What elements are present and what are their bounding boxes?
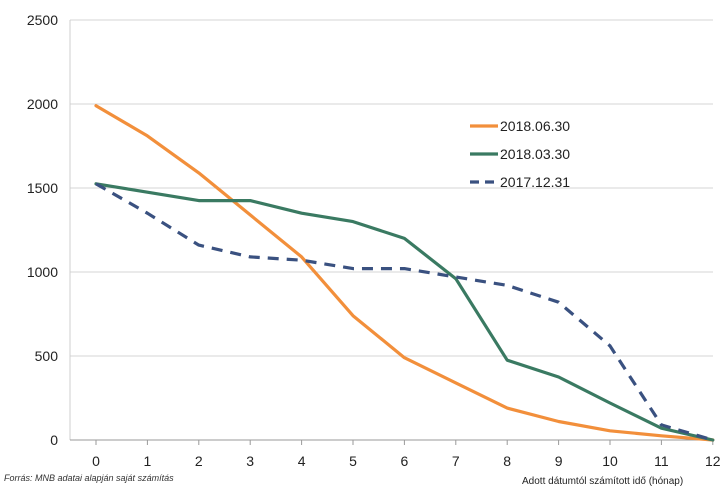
- y-tick-label: 2000: [27, 96, 58, 112]
- x-tick-label: 6: [401, 453, 409, 469]
- y-tick-label: 1500: [27, 180, 58, 196]
- source-note: Forrás: MNB adatai alapján saját számítá…: [4, 473, 174, 483]
- y-tick-label: 1000: [27, 264, 58, 280]
- x-tick-label: 7: [452, 453, 460, 469]
- legend-label: 2018.06.30: [500, 118, 570, 134]
- x-tick-label: 1: [144, 453, 152, 469]
- series-line-2018.06.30: [94, 104, 715, 442]
- y-tick-label: 500: [35, 348, 59, 364]
- x-axis: 0 1 2 3 4 5 6 7 8 9 10 11 12: [70, 439, 721, 469]
- legend: 2018.06.30 2018.03.30 2017.12.31: [470, 118, 570, 190]
- y-tick-label: 2500: [27, 12, 58, 28]
- x-tick-label: 4: [298, 453, 306, 469]
- x-tick-label: 5: [349, 453, 357, 469]
- x-tick-label: 2: [195, 453, 203, 469]
- x-tick-label: 9: [555, 453, 563, 469]
- x-tick-label: 11: [654, 453, 669, 469]
- x-tick-label: 8: [503, 453, 511, 469]
- series-line-2017.12.31: [95, 182, 714, 442]
- y-tick-label: 0: [50, 432, 58, 448]
- x-tick-label: 0: [92, 453, 100, 469]
- y-axis-ticks: 0 500 1000 1500 2000 2500: [27, 12, 58, 448]
- x-axis-title: Adott dátumtól számított idő (hónap): [522, 476, 684, 487]
- legend-label: 2017.12.31: [500, 174, 570, 190]
- gridlines: [69, 19, 713, 440]
- x-tick-label: 12: [705, 453, 721, 469]
- series-line-2018.03.30: [94, 182, 715, 442]
- x-tick-label: 10: [602, 453, 618, 469]
- legend-label: 2018.03.30: [500, 146, 570, 162]
- series-lines: [94, 104, 715, 442]
- x-tick-label: 3: [246, 453, 254, 469]
